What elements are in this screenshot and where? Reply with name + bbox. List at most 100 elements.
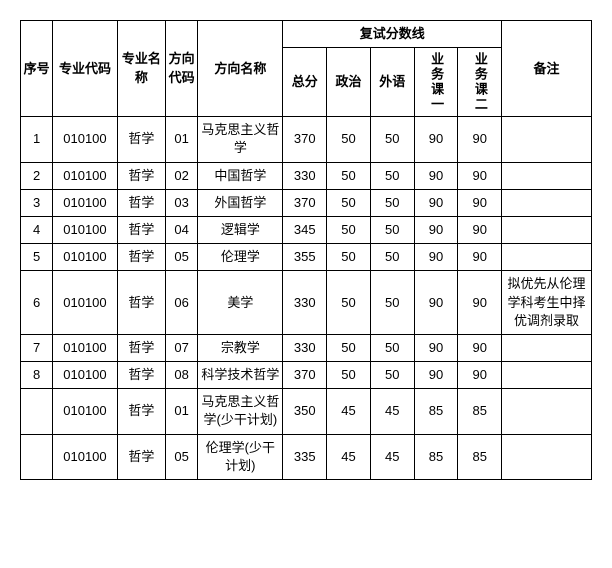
cell-seq: 2 xyxy=(21,162,53,189)
header-seq: 序号 xyxy=(21,21,53,117)
header-foreign: 外语 xyxy=(370,48,414,117)
cell-major-code: 010100 xyxy=(53,271,117,335)
cell-dir-name: 逻辑学 xyxy=(198,216,283,243)
cell-total: 370 xyxy=(283,117,327,162)
cell-major-code: 010100 xyxy=(53,389,117,434)
cell-major-code: 010100 xyxy=(53,117,117,162)
cell-seq: 8 xyxy=(21,362,53,389)
cell-foreign: 50 xyxy=(370,189,414,216)
cell-remark xyxy=(502,117,592,162)
score-table: 序号 专业代码 专业名称 方向代码 方向名称 复试分数线 备注 总分 政治 外语… xyxy=(20,20,592,480)
table-row: 5010100哲学05伦理学35550509090 xyxy=(21,244,592,271)
cell-course1: 90 xyxy=(414,271,458,335)
cell-remark xyxy=(502,216,592,243)
table-row: 1010100哲学01马克思主义哲学37050509090 xyxy=(21,117,592,162)
cell-foreign: 50 xyxy=(370,362,414,389)
cell-foreign: 50 xyxy=(370,216,414,243)
cell-course1: 85 xyxy=(414,434,458,479)
cell-remark: 拟优先从伦理学科考生中择优调剂录取 xyxy=(502,271,592,335)
cell-course1: 90 xyxy=(414,244,458,271)
cell-course1: 90 xyxy=(414,117,458,162)
cell-course2: 85 xyxy=(458,434,502,479)
cell-major-code: 010100 xyxy=(53,244,117,271)
table-row: 7010100哲学07宗教学33050509090 xyxy=(21,334,592,361)
cell-dir-code: 01 xyxy=(166,389,198,434)
header-politics: 政治 xyxy=(327,48,371,117)
header-major-name: 专业名称 xyxy=(117,21,165,117)
cell-dir-name: 科学技术哲学 xyxy=(198,362,283,389)
cell-foreign: 50 xyxy=(370,271,414,335)
cell-dir-code: 03 xyxy=(166,189,198,216)
cell-politics: 50 xyxy=(327,216,371,243)
header-dir-code: 方向代码 xyxy=(166,21,198,117)
cell-course1: 90 xyxy=(414,362,458,389)
header-total: 总分 xyxy=(283,48,327,117)
cell-major-code: 010100 xyxy=(53,362,117,389)
cell-politics: 50 xyxy=(327,117,371,162)
cell-course2: 90 xyxy=(458,334,502,361)
cell-remark xyxy=(502,189,592,216)
cell-dir-name: 中国哲学 xyxy=(198,162,283,189)
cell-dir-name: 伦理学 xyxy=(198,244,283,271)
cell-seq xyxy=(21,389,53,434)
cell-major-code: 010100 xyxy=(53,189,117,216)
cell-course2: 90 xyxy=(458,244,502,271)
cell-course2: 90 xyxy=(458,117,502,162)
cell-politics: 45 xyxy=(327,434,371,479)
cell-total: 330 xyxy=(283,334,327,361)
cell-dir-code: 02 xyxy=(166,162,198,189)
cell-course2: 90 xyxy=(458,162,502,189)
cell-seq: 6 xyxy=(21,271,53,335)
cell-remark xyxy=(502,434,592,479)
cell-course1: 90 xyxy=(414,216,458,243)
table-row: 3010100哲学03外国哲学37050509090 xyxy=(21,189,592,216)
cell-politics: 50 xyxy=(327,189,371,216)
cell-remark xyxy=(502,162,592,189)
cell-remark xyxy=(502,244,592,271)
cell-dir-code: 08 xyxy=(166,362,198,389)
cell-foreign: 45 xyxy=(370,389,414,434)
cell-seq: 1 xyxy=(21,117,53,162)
cell-politics: 45 xyxy=(327,389,371,434)
cell-remark xyxy=(502,334,592,361)
cell-politics: 50 xyxy=(327,162,371,189)
cell-seq: 5 xyxy=(21,244,53,271)
table-row: 6010100哲学06美学33050509090拟优先从伦理学科考生中择优调剂录… xyxy=(21,271,592,335)
cell-course2: 90 xyxy=(458,271,502,335)
cell-total: 355 xyxy=(283,244,327,271)
cell-total: 370 xyxy=(283,362,327,389)
cell-course2: 90 xyxy=(458,362,502,389)
header-score-group: 复试分数线 xyxy=(283,21,502,48)
table-row: 2010100哲学02中国哲学33050509090 xyxy=(21,162,592,189)
cell-total: 335 xyxy=(283,434,327,479)
cell-major-name: 哲学 xyxy=(117,117,165,162)
cell-seq xyxy=(21,434,53,479)
cell-major-name: 哲学 xyxy=(117,244,165,271)
cell-seq: 3 xyxy=(21,189,53,216)
cell-dir-name: 美学 xyxy=(198,271,283,335)
cell-total: 350 xyxy=(283,389,327,434)
cell-major-name: 哲学 xyxy=(117,434,165,479)
cell-foreign: 50 xyxy=(370,334,414,361)
cell-major-name: 哲学 xyxy=(117,189,165,216)
cell-major-code: 010100 xyxy=(53,216,117,243)
cell-major-name: 哲学 xyxy=(117,216,165,243)
cell-major-code: 010100 xyxy=(53,162,117,189)
cell-foreign: 50 xyxy=(370,244,414,271)
cell-dir-name: 马克思主义哲学(少干计划) xyxy=(198,389,283,434)
cell-major-code: 010100 xyxy=(53,334,117,361)
cell-total: 345 xyxy=(283,216,327,243)
cell-total: 330 xyxy=(283,162,327,189)
cell-course2: 90 xyxy=(458,216,502,243)
cell-course1: 90 xyxy=(414,189,458,216)
cell-major-name: 哲学 xyxy=(117,362,165,389)
cell-major-name: 哲学 xyxy=(117,162,165,189)
cell-seq: 7 xyxy=(21,334,53,361)
cell-dir-code: 04 xyxy=(166,216,198,243)
header-remark: 备注 xyxy=(502,21,592,117)
table-row: 010100哲学05伦理学(少干计划)33545458585 xyxy=(21,434,592,479)
cell-major-code: 010100 xyxy=(53,434,117,479)
cell-dir-name: 外国哲学 xyxy=(198,189,283,216)
cell-dir-name: 马克思主义哲学 xyxy=(198,117,283,162)
cell-dir-name: 宗教学 xyxy=(198,334,283,361)
